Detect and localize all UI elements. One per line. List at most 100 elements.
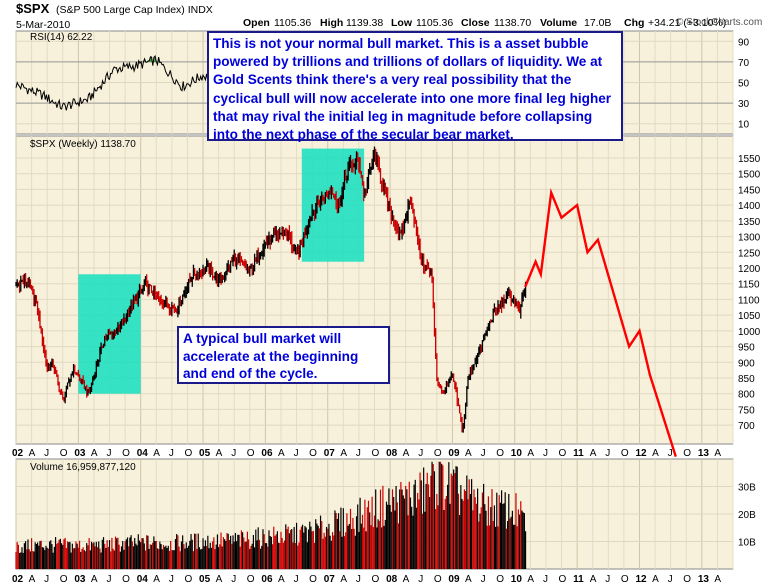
x-month-label-volume: J (107, 574, 112, 585)
x-month-label: J (231, 448, 236, 459)
price-tick-label: 950 (738, 343, 755, 354)
price-tick-label: 1350 (738, 217, 761, 228)
x-month-label: A (465, 448, 472, 459)
x-month-label: J (418, 448, 423, 459)
price-tick-label: 1400 (738, 201, 761, 212)
price-tick-label: 1450 (738, 185, 761, 196)
x-month-label-volume: A (403, 574, 410, 585)
x-month-label: J (481, 448, 486, 459)
x-month-label-volume: A (590, 574, 597, 585)
low-value: 1105.36 (416, 17, 453, 29)
price-tick-label: 900 (738, 358, 755, 369)
high-value: 1139.38 (346, 17, 383, 29)
open-value: 1105.36 (274, 17, 311, 29)
price-tick-label: 1300 (738, 233, 761, 244)
x-year-label: 12 (635, 448, 647, 459)
high-label: High (320, 17, 343, 29)
x-month-label-volume: A (527, 574, 534, 585)
x-month-label-volume: O (434, 574, 442, 585)
x-year-label-volume: 12 (635, 574, 647, 585)
chart-date: 5-Mar-2010 (16, 19, 70, 31)
price-tick-label: 1500 (738, 170, 761, 181)
x-month-label-volume: J (668, 574, 673, 585)
x-month-label: A (91, 448, 98, 459)
x-year-label-volume: 07 (324, 574, 336, 585)
price-tick-label: 850 (738, 374, 755, 385)
x-month-label: A (527, 448, 534, 459)
x-month-label-volume: J (231, 574, 236, 585)
price-tick-label: 1200 (738, 264, 761, 275)
price-tick-label: 1250 (738, 248, 761, 259)
x-month-label: A (340, 448, 347, 459)
x-month-label-volume: O (559, 574, 567, 585)
x-month-label: J (605, 448, 610, 459)
chart-description: (S&P 500 Large Cap Index) INDX (56, 4, 213, 16)
x-year-label: 05 (199, 448, 211, 459)
x-year-label: 11 (573, 448, 584, 459)
volume-tick-label: 10B (738, 538, 756, 549)
x-month-label: O (559, 448, 567, 459)
x-month-label-volume: J (356, 574, 361, 585)
x-month-label-volume: O (309, 574, 317, 585)
x-year-label: 04 (137, 448, 149, 459)
x-month-label-volume: J (543, 574, 548, 585)
price-tick-label: 1000 (738, 327, 761, 338)
x-year-label-volume: 06 (261, 574, 273, 585)
open-label: Open (243, 17, 270, 29)
annotation-top: This is not your normal bull market. Thi… (207, 31, 623, 142)
x-month-label-volume: J (44, 574, 49, 585)
x-month-label-volume: O (621, 574, 629, 585)
rsi-tick-label: 50 (738, 79, 750, 90)
x-month-label: O (683, 448, 691, 459)
x-month-label: O (122, 448, 130, 459)
x-year-label-volume: 05 (199, 574, 211, 585)
x-month-label-volume: O (122, 574, 130, 585)
x-month-label: O (496, 448, 504, 459)
x-year-label: 07 (324, 448, 336, 459)
x-month-label-volume: J (605, 574, 610, 585)
price-tick-label: 700 (738, 421, 755, 432)
x-month-label-volume: A (278, 574, 285, 585)
x-month-label: J (44, 448, 49, 459)
x-year-label: 06 (261, 448, 273, 459)
x-month-label-volume: A (465, 574, 472, 585)
x-month-label-volume: A (91, 574, 98, 585)
x-month-label-volume: O (60, 574, 68, 585)
projection-line (524, 187, 677, 457)
x-month-label: O (184, 448, 192, 459)
x-month-label-volume: A (714, 574, 721, 585)
x-month-label-volume: O (184, 574, 192, 585)
x-month-label: O (309, 448, 317, 459)
volume-value: 17.0B (584, 17, 611, 29)
price-tick-label: 1150 (738, 280, 760, 291)
x-month-label: J (107, 448, 112, 459)
x-year-label-volume: 09 (448, 574, 460, 585)
x-month-label: J (356, 448, 361, 459)
brand-logo: © StockCharts.com (676, 17, 762, 28)
x-year-label-volume: 11 (573, 574, 584, 585)
x-month-label: J (294, 448, 299, 459)
rsi-tick-label: 70 (738, 58, 750, 69)
price-legend: $SPX (Weekly) 1138.70 (30, 139, 136, 150)
close-value: 1138.70 (494, 17, 531, 29)
x-month-label: A (29, 448, 36, 459)
x-year-label-volume: 04 (137, 574, 149, 585)
price-tick-label: 1100 (738, 295, 760, 306)
volume-legend: Volume 16,959,877,120 (30, 462, 136, 473)
x-year-label: 10 (511, 448, 523, 459)
x-month-label: O (434, 448, 442, 459)
x-month-label: O (372, 448, 380, 459)
price-tick-label: 1550 (738, 154, 761, 165)
x-month-label: A (153, 448, 160, 459)
rsi-tick-label: 30 (738, 99, 750, 110)
x-month-label-volume: A (29, 574, 36, 585)
x-year-label: 08 (386, 448, 398, 459)
x-month-label: J (668, 448, 673, 459)
x-month-label: A (216, 448, 223, 459)
x-year-label: 09 (448, 448, 460, 459)
volume-tick-label: 20B (738, 510, 756, 521)
x-month-label-volume: J (481, 574, 486, 585)
x-month-label: J (543, 448, 548, 459)
price-tick-label: 750 (738, 405, 755, 416)
x-month-label: A (652, 448, 659, 459)
